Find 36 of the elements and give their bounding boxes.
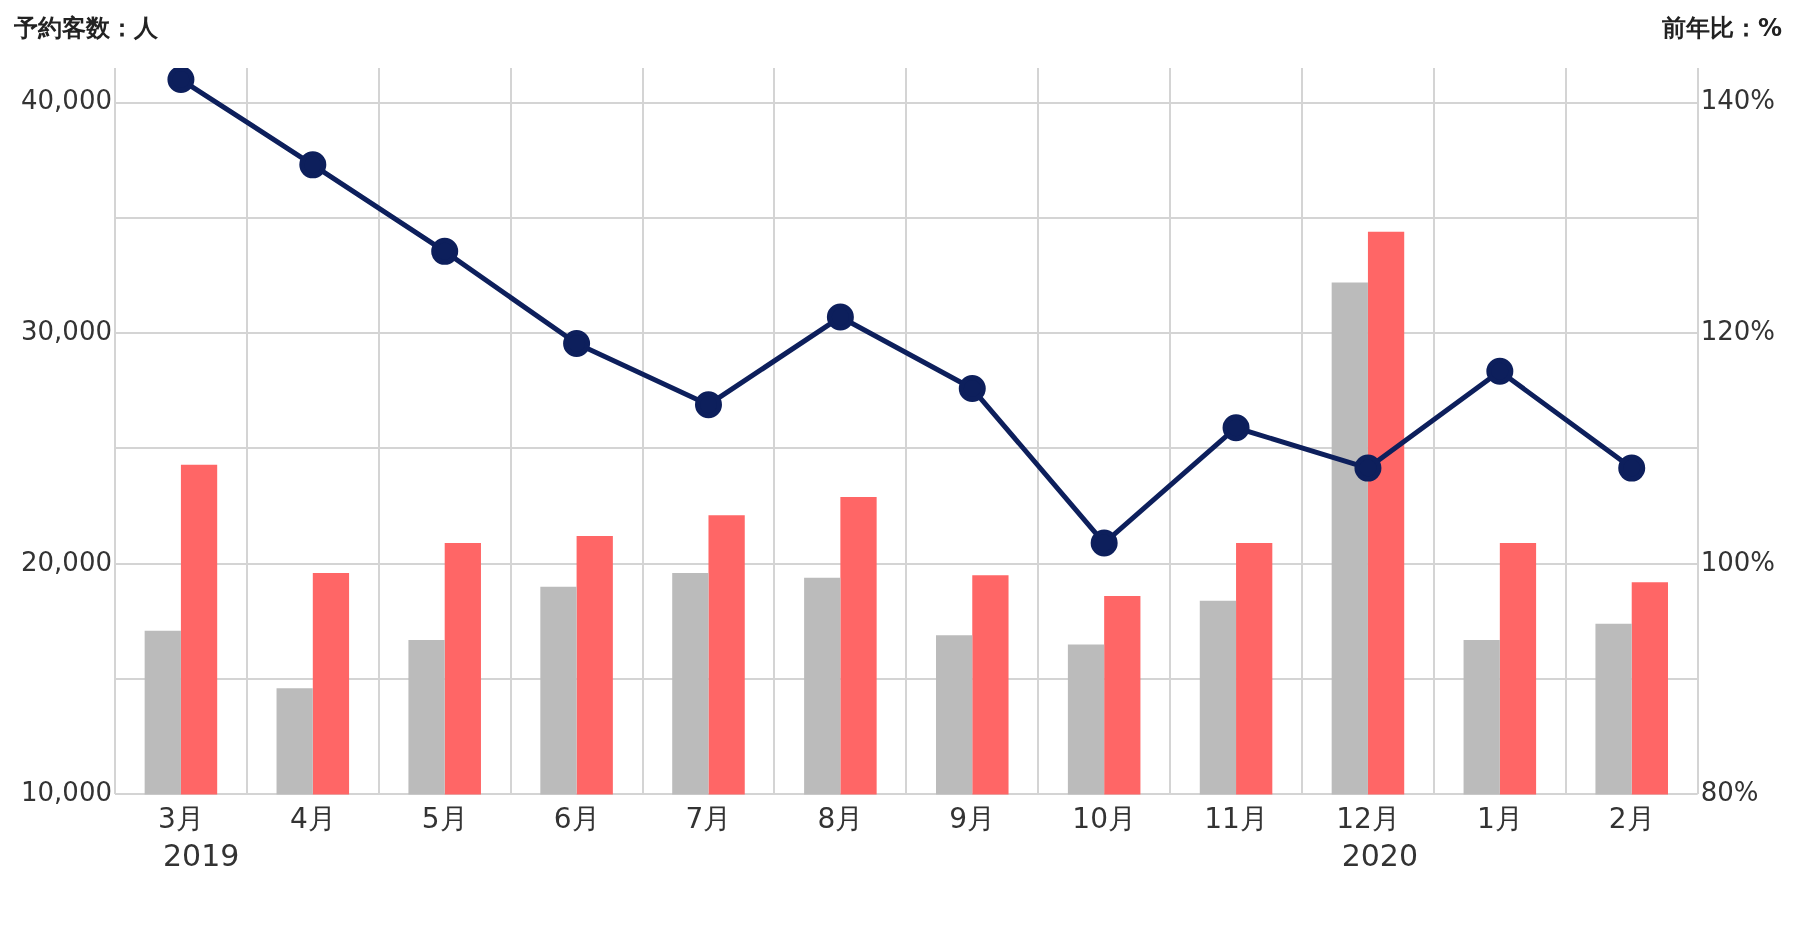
x-tick-label: 3月	[158, 802, 204, 836]
x-tick-label: 1月	[1476, 802, 1523, 836]
point	[1090, 529, 1118, 557]
x-tick-label: 6月	[553, 802, 600, 836]
y-axis-title: 予約客数：人	[14, 13, 158, 44]
x-tick-label: 5月	[421, 802, 468, 836]
y2-tick-label: 100%	[1700, 546, 1776, 577]
y2-tick-label: 80%	[1700, 777, 1759, 808]
text: 2019	[163, 838, 240, 873]
point	[694, 391, 722, 419]
point	[1354, 454, 1382, 482]
point	[826, 303, 854, 331]
x-tick-label: 9月	[949, 802, 996, 836]
point	[563, 330, 591, 358]
point	[958, 375, 986, 403]
y2-tick-label: 140%	[1700, 85, 1776, 116]
x-tick-label: 4月	[289, 802, 336, 836]
point	[1222, 414, 1250, 442]
y-tick-label: 40,000	[20, 85, 112, 116]
x-tick-label: 2月	[1608, 802, 1655, 836]
x-tick-label: 8月	[817, 802, 864, 836]
x-tick-label: 12月	[1336, 802, 1400, 836]
point	[167, 68, 195, 94]
y-tick-label: 30,000	[20, 315, 112, 346]
y-tick-label: 10,000	[20, 777, 112, 808]
point	[1618, 454, 1646, 482]
text: 2020	[1341, 838, 1418, 873]
point	[299, 151, 327, 179]
point	[431, 237, 459, 265]
point	[1486, 357, 1514, 385]
x-tick-label: 7月	[685, 802, 732, 836]
y2-axis-title: 前年比：%	[1661, 13, 1782, 44]
y2-tick-label: 120%	[1700, 315, 1776, 346]
x-tick-label: 11月	[1204, 802, 1268, 836]
y-tick-label: 20,000	[20, 546, 112, 577]
x-tick-label: 10月	[1072, 802, 1136, 836]
